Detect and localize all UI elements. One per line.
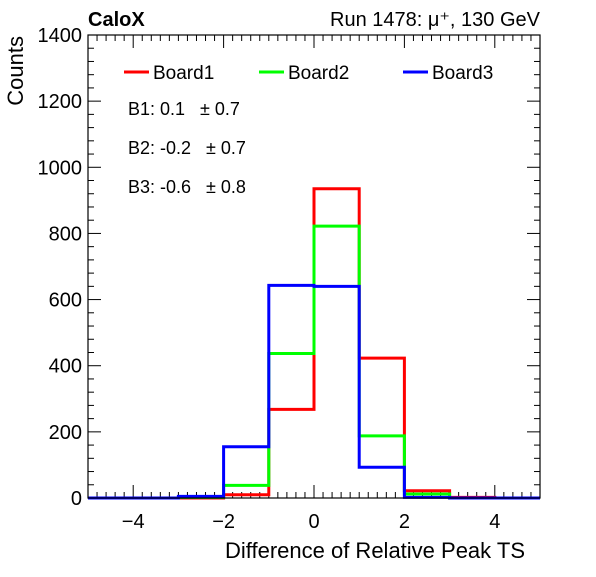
stat-board3: B3: -0.6 ± 0.8	[128, 177, 246, 197]
y-tick-label: 200	[49, 422, 82, 444]
x-tick-label: −2	[212, 511, 235, 533]
stat-board1: B1: 0.1 ± 0.7	[128, 99, 240, 119]
stat-annotations: B1: 0.1 ± 0.7 B2: -0.2 ± 0.7 B3: -0.6 ± 0.…	[128, 99, 246, 197]
legend: Board1 Board2 Board3	[124, 63, 493, 84]
x-tick-label: 0	[308, 511, 319, 533]
stat-board2: B2: -0.2 ± 0.7	[128, 138, 246, 158]
x-axis-title: Difference of Relative Peak TS	[225, 538, 525, 563]
y-axis-title: Counts	[3, 36, 28, 106]
header-right: Run 1478: μ⁺, 130 GeV	[330, 9, 541, 31]
y-tick-label: 1400	[38, 25, 83, 47]
y-tick-label: 0	[71, 488, 82, 510]
x-tick-label: 2	[399, 511, 410, 533]
histogram-series	[88, 187, 540, 500]
y-tick-label: 600	[49, 290, 82, 312]
header-left: CaloX	[88, 9, 145, 31]
y-tick-label: 400	[49, 356, 82, 378]
legend-label-board2: Board2	[288, 63, 349, 84]
legend-label-board1: Board1	[153, 63, 214, 84]
x-tick-label: 4	[489, 511, 500, 533]
legend-label-board3: Board3	[432, 63, 493, 84]
plot-frame	[87, 34, 541, 499]
y-tick-label: 1200	[38, 91, 83, 113]
y-tick-label: 800	[49, 223, 82, 245]
y-tick-label: 1000	[38, 157, 83, 179]
x-tick-label: −4	[122, 511, 145, 533]
axis-ticks: −4 −2 0 2 4 0 200 400 600 800 1000 1200 1400	[38, 25, 541, 533]
